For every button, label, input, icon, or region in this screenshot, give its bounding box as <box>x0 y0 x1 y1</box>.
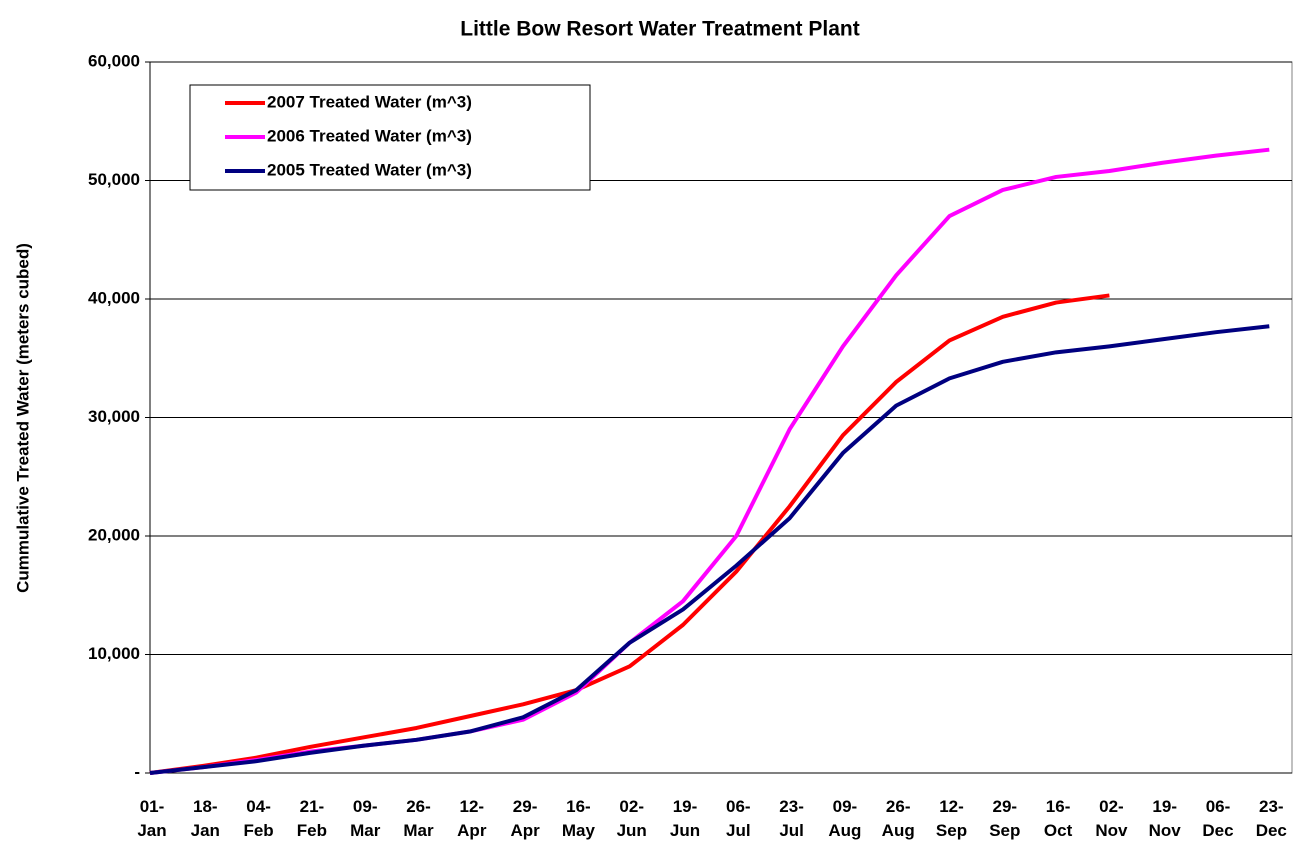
x-tick-label: 12-Apr <box>457 797 487 840</box>
x-tick-label: 23-Dec <box>1256 797 1287 840</box>
x-tick-label: 18-Jan <box>191 797 220 840</box>
x-tick-label: 16-May <box>562 797 596 840</box>
x-tick-label: 16-Oct <box>1044 797 1073 840</box>
x-tick-label: 23-Jul <box>779 797 804 840</box>
y-axis-label: Cummulative Treated Water (meters cubed) <box>13 243 32 593</box>
x-tick-label: 09-Aug <box>828 797 861 840</box>
x-tick-label: 02-Nov <box>1095 797 1128 840</box>
legend-label: 2007 Treated Water (m^3) <box>267 92 472 111</box>
x-tick-label: 04-Feb <box>243 797 273 840</box>
series-line <box>149 293 1110 775</box>
y-tick-label: 50,000 <box>88 170 140 189</box>
y-tick-label: 60,000 <box>88 51 140 70</box>
x-tick-label: 19-Nov <box>1149 797 1182 840</box>
legend-label: 2006 Treated Water (m^3) <box>267 126 472 145</box>
x-tick-label: 06-Jul <box>726 797 751 840</box>
y-tick-label: 20,000 <box>88 525 140 544</box>
y-tick-label: 40,000 <box>88 288 140 307</box>
series-line <box>149 147 1270 775</box>
x-tick-label: 29-Sep <box>989 797 1020 840</box>
x-tick-label: 29-Apr <box>510 797 540 840</box>
x-tick-label: 01-Jan <box>137 797 166 840</box>
legend-label: 2005 Treated Water (m^3) <box>267 160 472 179</box>
series-line <box>149 324 1270 775</box>
chart-title: Little Bow Resort Water Treatment Plant <box>460 18 859 41</box>
y-tick-label: - <box>134 762 140 781</box>
x-tick-label: 09-Mar <box>350 797 381 840</box>
x-tick-label: 26-Aug <box>882 797 915 840</box>
x-tick-label: 06-Dec <box>1202 797 1233 840</box>
x-tick-label: 19-Jun <box>670 797 700 840</box>
x-tick-label: 21-Feb <box>297 797 327 840</box>
x-tick-label: 02-Jun <box>617 797 647 840</box>
y-tick-label: 10,000 <box>88 644 140 663</box>
x-tick-label: 12-Sep <box>936 797 967 840</box>
x-tick-label: 26-Mar <box>403 797 434 840</box>
y-tick-label: 30,000 <box>88 407 140 426</box>
